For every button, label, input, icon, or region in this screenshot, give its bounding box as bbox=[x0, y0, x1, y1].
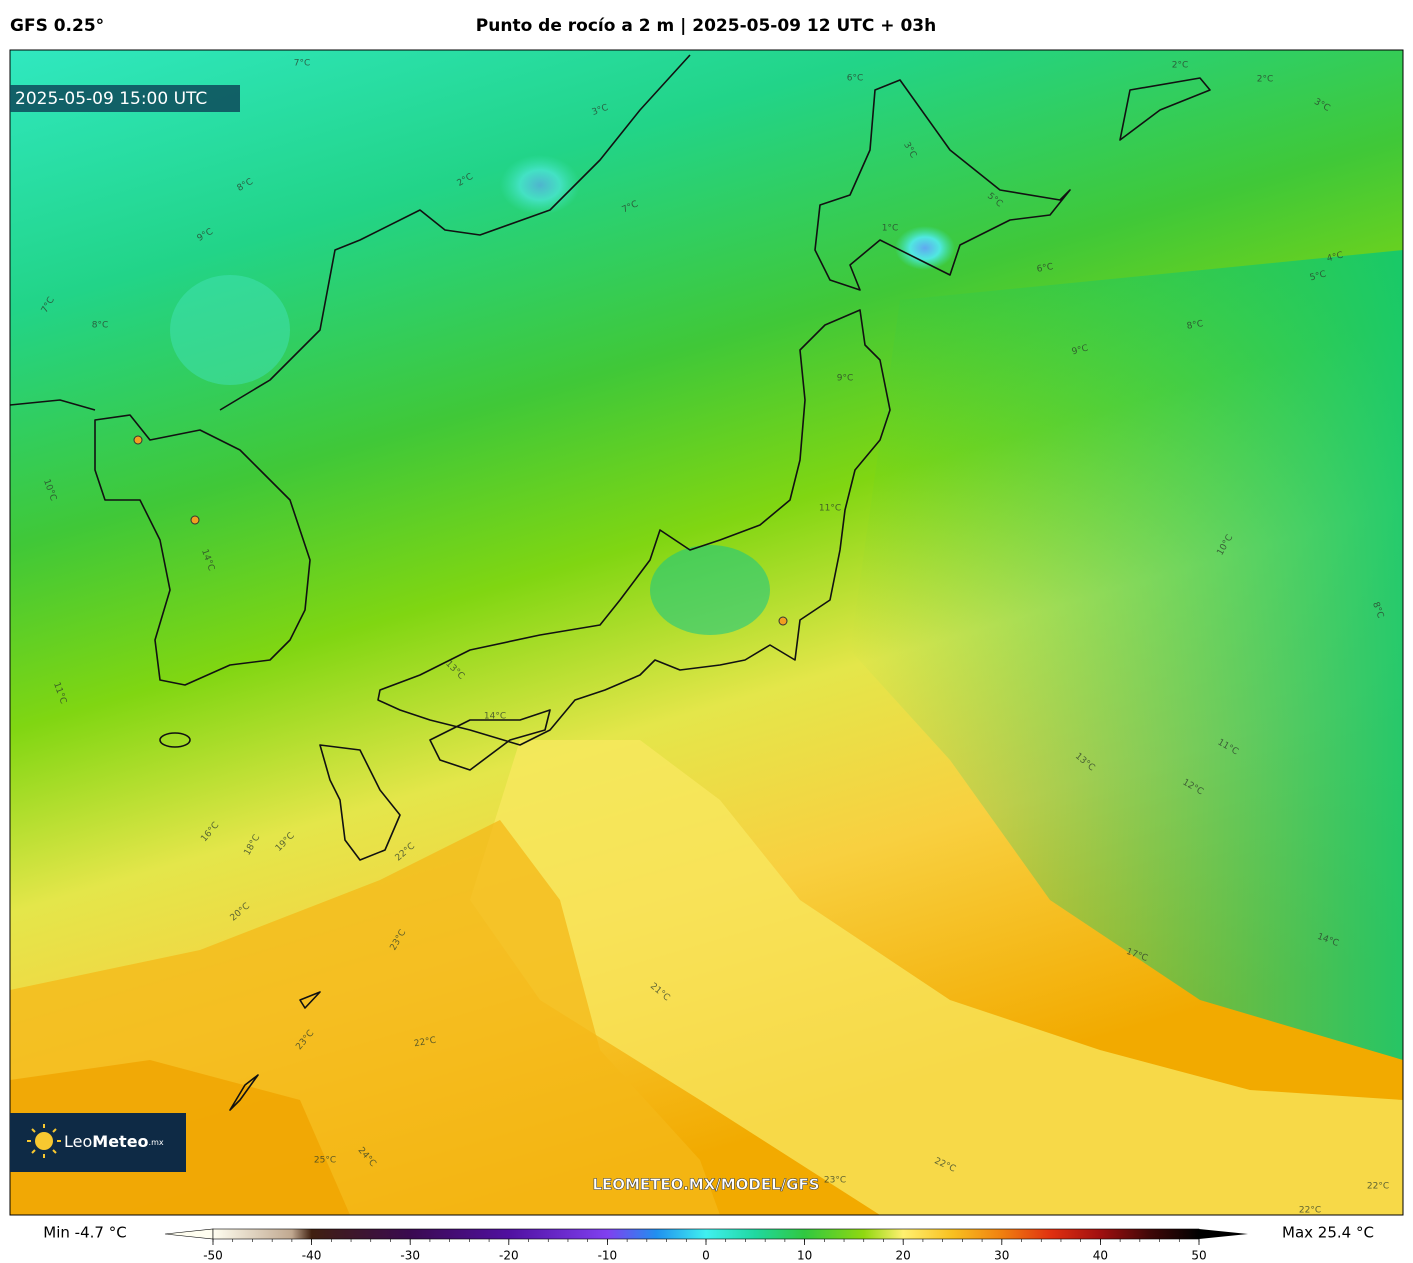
map-area: 2°C3°C7°C6°C3°C1°C5°C6°C4°C5°C8°C9°C9°C1… bbox=[10, 50, 1403, 1216]
contour-label: 2°C bbox=[1257, 75, 1274, 85]
contour-label: 25°C bbox=[314, 1156, 336, 1166]
colorbar-tick-label: -10 bbox=[598, 1249, 618, 1263]
contour-label: 7°C bbox=[294, 59, 311, 69]
colorbar-tick-label: -20 bbox=[499, 1249, 519, 1263]
cold-area bbox=[170, 275, 290, 385]
contour-label: 14°C bbox=[484, 712, 506, 722]
cities bbox=[133, 435, 788, 626]
colorbar-max-extend bbox=[1199, 1229, 1248, 1239]
colorbar-tick-label: 40 bbox=[1093, 1249, 1108, 1263]
coast-islands bbox=[229, 991, 321, 1111]
field-yellow bbox=[470, 740, 1403, 1215]
valid-time-box bbox=[10, 85, 240, 112]
contour-label: 6°C bbox=[1036, 262, 1054, 275]
colorbar-tick-label: 20 bbox=[896, 1249, 911, 1263]
map-frame bbox=[9, 49, 1404, 1216]
logo-rays bbox=[27, 1124, 61, 1158]
model-name: GFS 0.25° bbox=[10, 16, 104, 36]
coast-shikoku bbox=[429, 709, 551, 771]
valid-time: 2025-05-09 15:00 UTC bbox=[15, 89, 207, 109]
contour-label: 4°C bbox=[1326, 251, 1345, 265]
contour-label: 2°C bbox=[1172, 61, 1189, 71]
cold-spot bbox=[500, 155, 580, 215]
colorbar-tick-label: 10 bbox=[797, 1249, 812, 1263]
contour-label: 9°C bbox=[1071, 344, 1090, 358]
contour-label: 22°C bbox=[1299, 1206, 1321, 1216]
city-dot bbox=[133, 435, 143, 445]
coast-honshu bbox=[377, 309, 891, 746]
contour-label: 1°C bbox=[882, 224, 899, 234]
coast-hokkaido bbox=[814, 79, 1071, 291]
colorbar-tick-label: 50 bbox=[1191, 1249, 1206, 1263]
contour-label: 22°C bbox=[413, 1036, 437, 1050]
colorbar-tick-label: 0 bbox=[702, 1249, 710, 1263]
coast-kyushu bbox=[319, 744, 401, 861]
contour-label: 11°C bbox=[819, 504, 841, 514]
colorbar-min-extend bbox=[164, 1228, 214, 1240]
contour-label: 6°C bbox=[847, 74, 864, 84]
coast-jeju bbox=[159, 732, 191, 748]
logo-sun bbox=[35, 1132, 53, 1150]
colorbar-tick-label: -30 bbox=[400, 1249, 420, 1263]
logo-suffix: .mx bbox=[149, 1138, 164, 1147]
mountain-area bbox=[650, 545, 770, 635]
coast-mainland bbox=[10, 54, 691, 411]
contour-label: 9°C bbox=[837, 374, 854, 384]
watermark: LEOMETEO.MX/MODEL/GFS bbox=[592, 1176, 819, 1194]
contour-label: 8°C bbox=[1186, 319, 1204, 332]
logo-bold: Meteo bbox=[92, 1132, 148, 1151]
coast-korea bbox=[94, 414, 311, 686]
field-east bbox=[850, 250, 1403, 1060]
colorbar bbox=[212, 1228, 1200, 1240]
max-label: Max 25.4 °C bbox=[1282, 1224, 1374, 1242]
contour-label: 23°C bbox=[824, 1176, 846, 1186]
logo-text: LeoMeteo.mx bbox=[64, 1132, 164, 1151]
city-dot bbox=[190, 515, 200, 525]
cold-spot bbox=[895, 226, 955, 270]
colorbar-tick-label: 30 bbox=[994, 1249, 1009, 1263]
logo-light: Leo bbox=[64, 1132, 92, 1151]
coast-sakhalin bbox=[1119, 77, 1211, 141]
colorbar-tick-label: -40 bbox=[302, 1249, 322, 1263]
colorbar-ticks: -50 -40 -30 -20 -10 0 10 20 30 40 50 bbox=[203, 1239, 1207, 1263]
contour-label: 22°C bbox=[1367, 1182, 1389, 1192]
min-label: Min -4.7 °C bbox=[43, 1224, 126, 1242]
contour-label: 5°C bbox=[1309, 270, 1328, 284]
map-title: Punto de rocío a 2 m | 2025-05-09 12 UTC… bbox=[476, 16, 936, 36]
city-dot bbox=[778, 616, 788, 626]
colorbar-tick-label: -50 bbox=[203, 1249, 223, 1263]
coastlines bbox=[10, 54, 1211, 1111]
contour-label: 8°C bbox=[92, 321, 109, 331]
